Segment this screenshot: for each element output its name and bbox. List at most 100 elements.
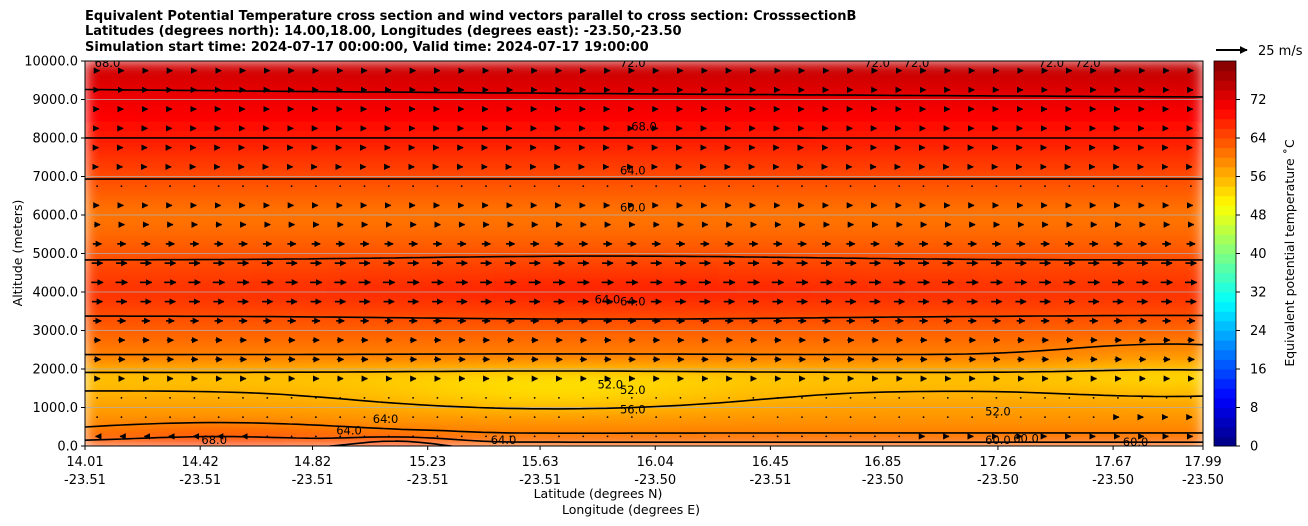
colorbar-band [1214, 369, 1236, 380]
field-cell [531, 253, 552, 262]
field-cell [196, 260, 216, 270]
field-cell [140, 91, 161, 100]
field-cell [475, 145, 496, 154]
field-cell [680, 75, 701, 85]
field-cell [121, 199, 142, 208]
field-cell [289, 114, 310, 124]
field-cell [196, 283, 216, 293]
field-cell [419, 407, 440, 416]
colorbar-band [1214, 407, 1236, 418]
field-cell [1127, 160, 1148, 170]
field-cell [997, 129, 1018, 139]
field-cell [1165, 99, 1185, 108]
field-cell [904, 376, 924, 385]
field-cell [960, 152, 980, 162]
field-cell [960, 106, 980, 116]
colorbar-band [1214, 282, 1236, 293]
wind-vector [558, 185, 560, 188]
field-cell [1127, 306, 1148, 316]
contour-label: 60.0 [1013, 431, 1039, 445]
field-cell [643, 330, 664, 339]
field-cell [1090, 430, 1111, 439]
field-cell [867, 176, 887, 185]
field-cell [196, 191, 216, 201]
field-cell [513, 430, 533, 439]
wind-vector [436, 416, 439, 419]
wind-vector [533, 435, 536, 438]
field-cell [1165, 145, 1185, 154]
field-cell [885, 276, 906, 285]
field-cell [624, 91, 645, 100]
field-cell [1016, 68, 1036, 77]
field-cell [773, 229, 794, 239]
field-cell [1053, 106, 1074, 116]
field-cell [885, 160, 906, 170]
field-cell [1165, 176, 1185, 185]
field-cell [624, 268, 645, 278]
field-cell [960, 61, 980, 70]
field-cell [773, 276, 794, 285]
field-cell [867, 222, 887, 231]
field-cell [159, 222, 179, 231]
field-cell [699, 360, 720, 370]
field-cell [736, 337, 757, 347]
field-cell [923, 160, 943, 170]
field-cell [960, 291, 980, 301]
field-cell [475, 330, 496, 339]
field-cell [773, 176, 794, 185]
field-cell [941, 122, 962, 131]
field-cell [1183, 283, 1203, 293]
wind-vector [582, 416, 585, 419]
colorbar-tick-label: 48 [1250, 209, 1267, 224]
field-cell [177, 314, 198, 324]
field-cell [680, 245, 701, 254]
field-cell [1127, 237, 1148, 247]
field-cell [401, 337, 421, 347]
field-cell [960, 422, 980, 432]
field-cell [1146, 330, 1167, 339]
field-cell [1016, 206, 1036, 216]
field-cell [494, 407, 515, 416]
field-cell [382, 99, 403, 108]
field-cell [978, 337, 999, 347]
field-cell [177, 145, 198, 154]
field-cell [829, 330, 850, 339]
wind-vector [1117, 396, 1119, 399]
field-cell [587, 330, 608, 339]
field-cell [1072, 314, 1092, 324]
field-cell [457, 75, 477, 85]
field-cell [606, 276, 626, 285]
field-cell [736, 122, 757, 131]
wind-vector [485, 416, 487, 419]
field-cell [475, 291, 496, 301]
field-cell [923, 291, 943, 301]
field-cell [1016, 222, 1036, 231]
field-cell [1109, 214, 1129, 224]
field-cell [1034, 129, 1055, 139]
field-cell [680, 145, 701, 154]
field-cell [755, 68, 775, 77]
colorbar-band [1214, 349, 1236, 360]
wind-vector [752, 435, 755, 438]
field-cell [829, 61, 850, 70]
field-cell [587, 353, 608, 362]
field-cell [811, 330, 831, 339]
field-cell [326, 114, 347, 124]
field-cell [531, 245, 552, 254]
field-cell [829, 299, 850, 308]
field-cell [792, 68, 813, 77]
field-cell [587, 430, 608, 439]
field-cell [475, 345, 496, 355]
field-cell [1127, 222, 1148, 231]
field-cell [494, 360, 515, 370]
field-cell [829, 291, 850, 301]
field-cell [960, 183, 980, 193]
field-cell [904, 383, 924, 393]
colorbar-band [1214, 128, 1236, 139]
field-cell [345, 183, 365, 193]
field-cell [419, 106, 440, 116]
field-cell [494, 376, 515, 385]
field-cell [811, 422, 831, 432]
field-cell [438, 106, 459, 116]
field-cell [1127, 276, 1148, 285]
